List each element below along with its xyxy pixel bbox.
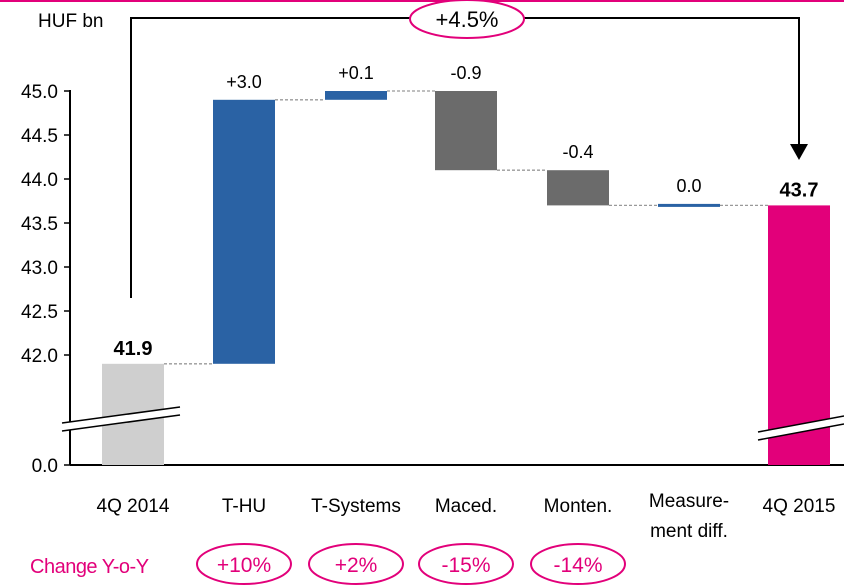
y-tick-label: 43.0 — [21, 258, 58, 279]
bar-6 — [658, 203, 720, 207]
axis-break-line — [757, 423, 844, 441]
bar-5 — [547, 170, 609, 206]
bar-value-label: +3.0 — [226, 72, 262, 92]
change-yoy-oval — [418, 543, 514, 585]
y-tick-label: 44.5 — [21, 126, 58, 147]
axis-break-line — [61, 414, 181, 432]
category-label: 4Q 2014 — [97, 496, 170, 517]
y-tick-label: 43.5 — [21, 214, 58, 235]
total-change-arrowhead — [790, 144, 808, 160]
total-change-oval — [409, 0, 525, 39]
y-tick-label: 42.5 — [21, 302, 58, 323]
y-tick-label: 44.0 — [21, 170, 58, 191]
axis-break-line — [61, 406, 181, 424]
change-yoy-oval — [530, 543, 626, 585]
category-label: ment diff. — [650, 521, 728, 542]
unit-label: HUF bn — [38, 11, 103, 32]
category-label: 4Q 2015 — [763, 496, 836, 517]
bar-value-label: 0.0 — [676, 176, 701, 196]
bar-value-label: +0.1 — [338, 63, 374, 83]
category-label: Monten. — [544, 496, 613, 517]
bar-3 — [325, 91, 387, 100]
category-label: T-HU — [222, 496, 266, 517]
axis-break-line — [757, 415, 844, 433]
change-yoy-oval — [196, 543, 292, 585]
bar-4 — [435, 91, 497, 171]
bar-2 — [213, 99, 275, 364]
change-yoy-label: Change Y-o-Y — [30, 556, 149, 578]
axis-break-gap — [62, 407, 180, 431]
y-tick-label: 42.0 — [21, 346, 58, 367]
bar-value-label: -0.4 — [562, 142, 593, 162]
change-yoy-value: +10% — [217, 554, 271, 577]
change-yoy-value: -14% — [553, 554, 602, 577]
total-change-label: +4.5% — [436, 7, 499, 32]
category-label: Maced. — [435, 496, 497, 517]
axis-break-gap — [758, 416, 844, 440]
category-label: Measure- — [649, 491, 729, 512]
bar-value-label: 41.9 — [114, 338, 153, 360]
category-label: T-Systems — [311, 496, 401, 517]
change-yoy-value: -15% — [441, 554, 490, 577]
change-yoy-value: +2% — [335, 554, 378, 577]
change-yoy-oval — [308, 543, 404, 585]
y-tick-label: 45.0 — [21, 82, 58, 103]
bar-value-label: -0.9 — [450, 63, 481, 83]
top-accent-bar — [0, 0, 844, 2]
y-tick-label: 0.0 — [32, 456, 58, 477]
bar-value-label: 43.7 — [780, 179, 819, 201]
